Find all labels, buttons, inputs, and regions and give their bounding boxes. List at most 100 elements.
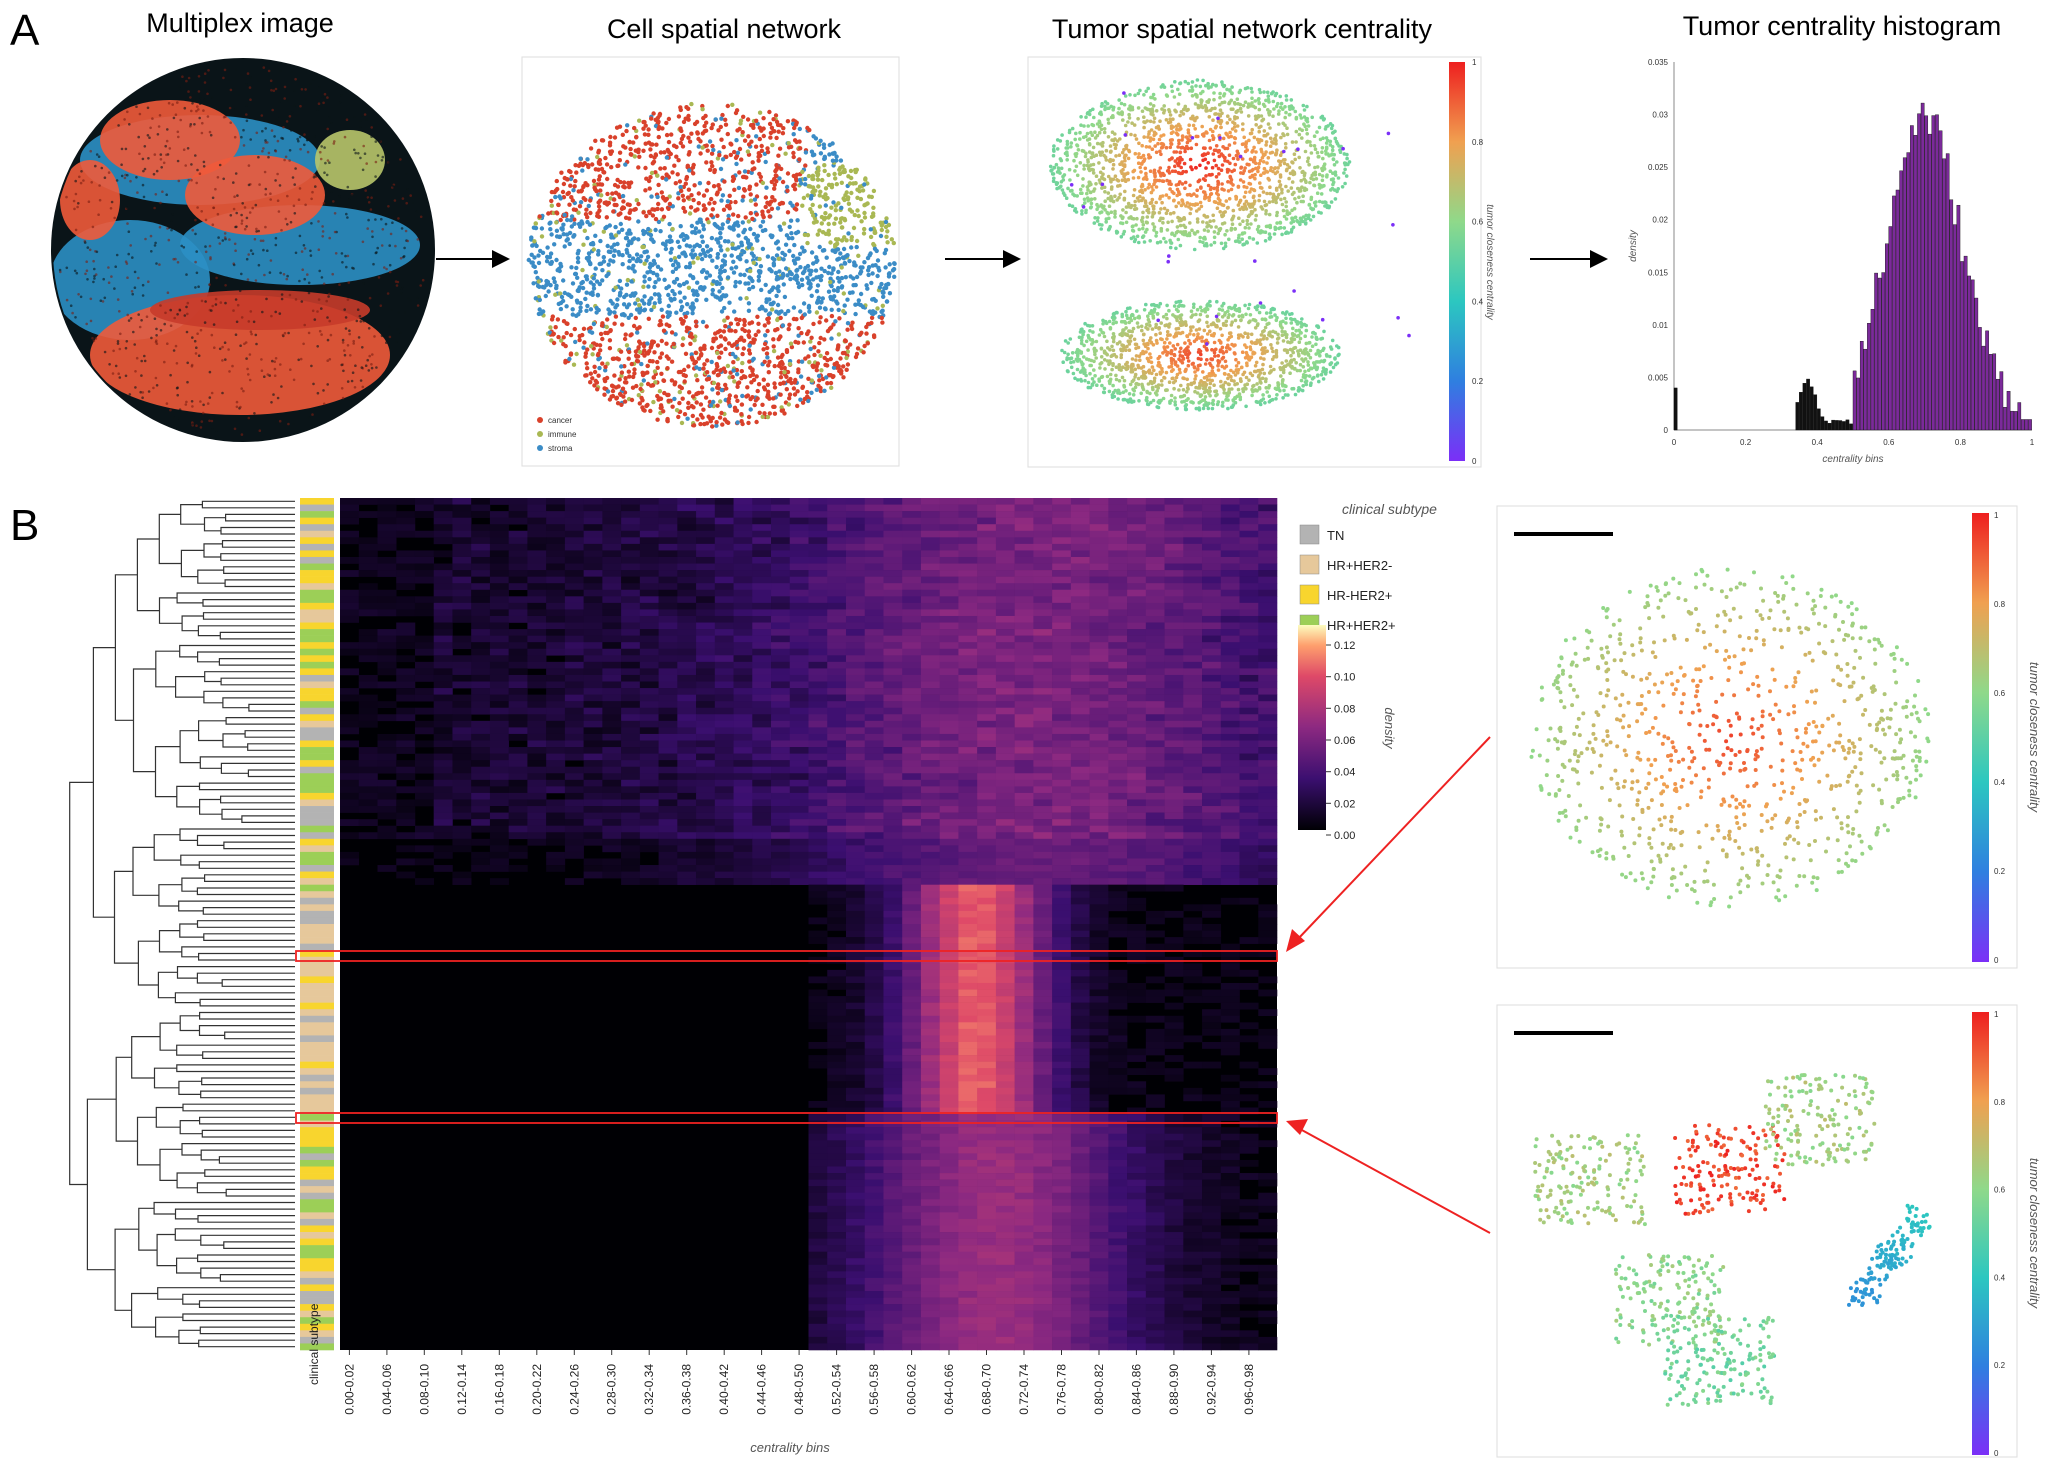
hist-bar: [1970, 279, 1975, 431]
heatmap-x-tick: 0.64-0.66: [942, 1364, 956, 1415]
hist-xlabel: centrality bins: [1822, 454, 1883, 465]
red-arrow-lower: [1286, 1119, 1491, 1234]
hist-bar: [1906, 152, 1911, 431]
right-cb-tick: 0.4: [1994, 1273, 2006, 1282]
hist-bar: [2028, 419, 2032, 431]
legend-dot-cancer: [537, 417, 543, 423]
hist-bar: [1938, 130, 1943, 431]
title-network: Cell spatial network: [607, 14, 842, 44]
title-histogram: Tumor centrality histogram: [1683, 11, 2002, 41]
heatmap-x-tick: 0.60-0.62: [905, 1364, 919, 1415]
hist-bar: [1809, 386, 1814, 431]
subtype-legend-label: HR-HER2+: [1327, 588, 1392, 603]
hist-bar: [1845, 419, 1850, 431]
centrality-cb-tick: 1: [1472, 58, 1477, 67]
density-tick: 0.04: [1334, 767, 1355, 779]
hist-bar: [1942, 158, 1946, 431]
density-colorbar: [1298, 625, 1326, 830]
arrow-1: [436, 250, 510, 268]
title-multiplex: Multiplex image: [146, 8, 334, 38]
right-cb-tick: 0: [1994, 1449, 1999, 1458]
hist-bar: [1999, 371, 2004, 431]
heatmap-x-tick: 0.76-0.78: [1055, 1364, 1069, 1415]
hist-bar: [1956, 204, 1961, 431]
hist-bar: [1881, 272, 1886, 431]
heatmap-x-tick: 0.44-0.46: [755, 1364, 769, 1415]
hist-x-ticks: 0 0.2 0.4 0.6 0.8 1: [1672, 438, 2035, 447]
hist-bar: [1870, 309, 1875, 431]
hist-bar: [1806, 378, 1810, 431]
hist-bar: [1935, 114, 1939, 431]
arrow-3: [1530, 250, 1608, 268]
heatmap-x-tick: 0.48-0.50: [792, 1364, 806, 1415]
panel-label-a: A: [10, 6, 40, 55]
hist-bar: [1960, 261, 1964, 431]
sample-lower-frame: [1496, 1004, 2018, 1458]
highlight-row-upper: [295, 950, 1278, 962]
heatmap-x-tick: 0.24-0.26: [567, 1364, 581, 1415]
hist-x-tick: 1: [2030, 438, 2035, 447]
cell-type-legend: cancer immune stroma: [537, 416, 577, 453]
hist-bar: [2024, 419, 2029, 431]
hist-bar: [2013, 411, 2018, 431]
subtype-legend-label: TN: [1327, 528, 1344, 543]
hist-bar: [1834, 420, 1839, 431]
hist-bar: [1820, 416, 1825, 431]
sample-upper-plot: [1529, 567, 1931, 909]
density-tick: 0.12: [1334, 640, 1355, 652]
hist-bar: [1995, 378, 2000, 431]
right-cb-tick: 0.6: [1994, 1186, 2006, 1195]
right-cb-tick: 0.4: [1994, 778, 2006, 787]
hist-y-tick: 0.02: [1652, 216, 1668, 225]
centrality-cb-tick: 0.6: [1472, 218, 1484, 227]
hist-bar: [1913, 135, 1918, 431]
density-tick: 0.08: [1334, 703, 1355, 715]
hist-bar: [2021, 419, 2025, 431]
heatmap-x-tick: 0.08-0.10: [417, 1364, 431, 1415]
heatmap-x-tick: 0.96-0.98: [1242, 1364, 1256, 1415]
density-tick: 0.10: [1334, 672, 1355, 684]
hist-y-tick: 0.025: [1648, 163, 1669, 172]
hist-x-tick: 0.8: [1955, 438, 1967, 447]
hist-bar: [1802, 383, 1807, 431]
heatmap-x-tick: 0.00-0.02: [342, 1364, 356, 1415]
hist-y-tick: 0.005: [1648, 373, 1669, 382]
heatmap-xlabel: centrality bins: [750, 1440, 830, 1455]
hist-x-tick: 0.6: [1883, 438, 1895, 447]
hist-bar: [1673, 387, 1678, 431]
hist-bar: [1978, 327, 1982, 431]
hist-y-tick: 0.035: [1648, 58, 1669, 67]
heatmap-x-tick: 0.36-0.38: [680, 1364, 694, 1415]
right-cb-tick: 0: [1994, 956, 1999, 965]
centrality-cb-tick: 0.8: [1472, 138, 1484, 147]
hist-bar: [1874, 272, 1878, 431]
centrality-colorbar: [1449, 62, 1465, 461]
upper-colorbar-label: tumor closeness centrality: [2027, 662, 2042, 814]
heatmap-x-tick: 0.72-0.74: [1017, 1364, 1031, 1415]
title-centrality: Tumor spatial network centrality: [1052, 14, 1433, 44]
hist-bar: [1827, 423, 1832, 431]
right-cb-tick: 0.8: [1994, 1098, 2006, 1107]
hist-bar: [2003, 407, 2007, 431]
hist-bar: [1867, 323, 1871, 431]
sample-lower-plot: [1533, 1073, 1932, 1407]
hist-bar: [2006, 391, 2011, 431]
upper-colorbar-ticks: 1 0.8 0.6 0.4 0.2 0: [1994, 511, 2006, 965]
subtype-swatch: [1299, 584, 1320, 605]
hist-bar: [1863, 348, 1868, 431]
subtype-legend: TN HR+HER2- HR-HER2+ HR+HER2+: [1299, 524, 1396, 635]
upper-colorbar: [1972, 513, 1989, 962]
hist-bar: [1795, 402, 1800, 431]
density-tick: 0.02: [1334, 798, 1355, 810]
heatmap-x-tick: 0.84-0.86: [1129, 1364, 1143, 1415]
hist-bar: [1920, 102, 1925, 431]
heatmap-x-tick: 0.04-0.06: [380, 1364, 394, 1415]
hist-bar: [1945, 153, 1950, 431]
legend-label-immune: immune: [548, 430, 577, 439]
density-colorbar-ticks: 0.12 0.10 0.08 0.06 0.04 0.02 0.00: [1326, 640, 1355, 842]
lower-colorbar-ticks: 1 0.8 0.6 0.4 0.2 0: [1994, 1010, 2006, 1458]
centrality-colorbar-ticks: 1 0.8 0.6 0.4 0.2 0: [1472, 58, 1484, 466]
centrality-heatmap: [340, 498, 1278, 1351]
hist-bar: [1877, 277, 1882, 431]
